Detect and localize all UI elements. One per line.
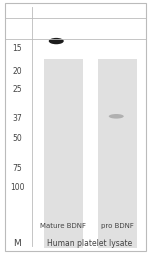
Text: 100: 100 xyxy=(10,182,24,191)
Ellipse shape xyxy=(49,39,64,45)
Text: pro BDNF: pro BDNF xyxy=(100,222,134,228)
Text: 20: 20 xyxy=(12,67,22,76)
Text: M: M xyxy=(13,238,21,247)
Bar xyxy=(98,60,136,248)
Text: Mature BDNF: Mature BDNF xyxy=(40,222,86,228)
Text: 25: 25 xyxy=(12,84,22,93)
Text: 37: 37 xyxy=(12,114,22,123)
Ellipse shape xyxy=(109,115,124,119)
Bar xyxy=(44,60,82,248)
Text: Human platelet lysate: Human platelet lysate xyxy=(47,238,133,247)
Text: 75: 75 xyxy=(12,163,22,172)
Text: 50: 50 xyxy=(12,134,22,143)
Text: 15: 15 xyxy=(12,44,22,53)
